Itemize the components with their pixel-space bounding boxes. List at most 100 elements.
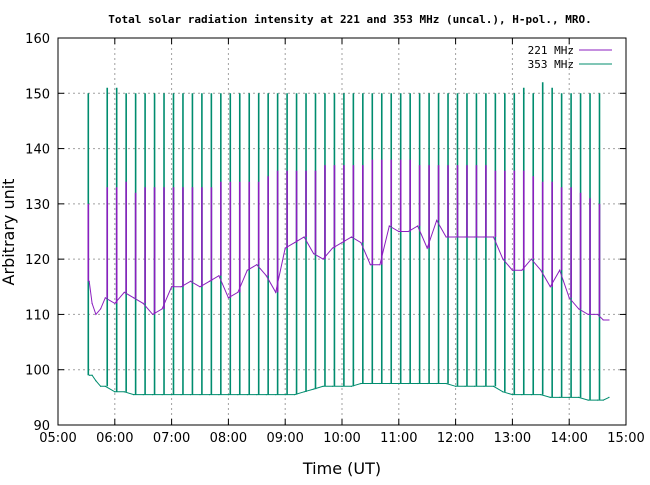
y-tick-label: 120	[25, 253, 50, 268]
data-point-221	[341, 241, 343, 244]
data-point-353	[360, 382, 362, 385]
data-point-221	[313, 253, 315, 255]
data-point-353	[180, 393, 182, 396]
data-point-221	[540, 269, 542, 271]
data-point-221	[369, 264, 371, 266]
data-point-221	[161, 308, 163, 310]
x-tick-label: 05:00	[39, 431, 76, 446]
data-point-221	[473, 236, 476, 238]
data-point-353	[313, 388, 315, 390]
data-point-353	[426, 382, 428, 385]
data-point-221	[502, 258, 504, 260]
data-point-353	[303, 391, 305, 393]
data-point-221	[171, 286, 173, 288]
data-point-221	[100, 308, 102, 310]
y-axis-label: Arbitrary unit	[0, 179, 18, 286]
data-point-221	[104, 297, 106, 299]
legend: 221 MHz 353 MHz	[528, 44, 612, 71]
data-point-221	[331, 247, 334, 249]
data-point-221	[180, 286, 182, 288]
data-point-353	[530, 393, 532, 396]
data-point-353	[104, 385, 106, 387]
y-tick-label: 90	[33, 419, 50, 434]
data-point-353	[559, 396, 561, 398]
data-point-221	[492, 236, 495, 238]
data-point-353	[608, 396, 610, 398]
data-point-353	[199, 393, 201, 396]
data-point-221	[379, 264, 381, 266]
data-point-353	[602, 399, 604, 401]
grid	[58, 38, 626, 425]
data-point-353	[331, 385, 334, 387]
data-point-353	[100, 385, 102, 387]
data-point-353	[521, 393, 523, 396]
data-point-221	[578, 308, 580, 310]
data-point-353	[492, 385, 495, 387]
data-point-353	[597, 399, 599, 401]
data-point-353	[388, 382, 390, 385]
data-point-353	[578, 396, 580, 398]
data-point-221	[218, 275, 220, 277]
data-point-221	[133, 297, 135, 299]
data-point-353	[256, 393, 258, 396]
data-point-353	[114, 391, 116, 393]
data-point-353	[246, 393, 248, 396]
data-point-353	[189, 393, 192, 396]
data-point-221	[256, 264, 258, 266]
data-point-353	[379, 382, 381, 385]
data-point-221	[464, 236, 466, 238]
data-point-353	[436, 382, 438, 385]
data-point-221	[445, 236, 447, 238]
data-point-353	[587, 399, 589, 401]
data-point-221	[246, 269, 248, 271]
x-tick-label: 11:00	[380, 431, 417, 446]
data-point-353	[294, 393, 296, 396]
x-tick-label: 14:00	[550, 431, 587, 446]
x-tick-label: 06:00	[96, 431, 133, 446]
data-point-353	[237, 393, 239, 396]
data-point-221	[455, 236, 457, 238]
data-point-221	[91, 302, 93, 304]
data-point-221	[521, 269, 523, 271]
data-point-353	[398, 382, 400, 385]
data-point-221	[360, 241, 362, 244]
data-point-353	[483, 385, 485, 387]
data-point-221	[559, 269, 561, 271]
data-point-221	[237, 291, 239, 293]
series-line-353	[89, 374, 610, 401]
data-point-353	[369, 382, 371, 385]
x-tick-label: 09:00	[266, 431, 303, 446]
plot-series	[87, 82, 610, 401]
data-point-221	[436, 219, 438, 222]
data-point-221	[95, 313, 97, 316]
y-tick-label: 100	[25, 364, 50, 379]
data-point-353	[95, 380, 97, 382]
data-point-221	[407, 230, 409, 233]
data-point-353	[227, 393, 229, 396]
data-point-221	[587, 313, 589, 316]
data-point-353	[445, 382, 447, 385]
data-point-221	[303, 236, 305, 238]
data-point-221	[530, 258, 532, 260]
data-point-353	[341, 385, 343, 387]
data-point-221	[602, 319, 604, 321]
x-tick-label: 10:00	[323, 431, 360, 446]
data-point-353	[133, 393, 135, 396]
data-point-221	[227, 297, 229, 299]
data-point-353	[284, 393, 286, 396]
data-point-353	[265, 393, 267, 396]
x-axis-label: Time (UT)	[302, 459, 381, 478]
axis-ticks: 05:00 06:00 07:00 08:00 09:00 10:00 11:00 12:00…	[25, 32, 645, 446]
data-point-353	[407, 382, 409, 385]
legend-item-221: 221 MHz	[528, 44, 612, 57]
y-tick-label: 140	[25, 143, 50, 158]
data-point-221	[511, 269, 513, 271]
plot-frame	[57, 37, 627, 426]
data-point-221	[426, 247, 428, 249]
chart-title: Total solar radiation intensity at 221 a…	[108, 13, 591, 26]
data-point-353	[161, 393, 163, 396]
data-point-353	[322, 385, 324, 387]
data-point-353	[473, 385, 476, 387]
data-point-221	[265, 275, 267, 277]
data-point-353	[464, 385, 466, 387]
